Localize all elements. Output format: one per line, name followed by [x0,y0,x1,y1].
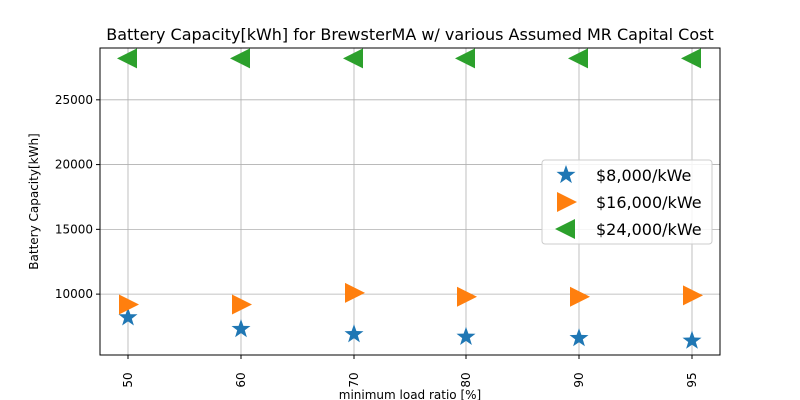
x-tick-label: 80 [459,372,473,387]
y-axis-label: Battery Capacity[kWh] [27,133,41,269]
data-point [570,286,590,307]
legend-label: $16,000/kWe [596,193,702,212]
data-point [117,48,137,69]
y-tick-label: 25000 [55,93,93,107]
chart-title: Battery Capacity[kWh] for BrewsterMA w/ … [106,25,714,44]
data-point [682,330,702,349]
x-tick-label: 70 [347,372,361,387]
data-point [119,294,139,315]
data-point [569,328,589,347]
legend-marker [555,219,575,239]
data-point [568,48,588,69]
data-point [456,326,476,345]
data-point [455,48,475,69]
legend-box [541,159,713,245]
y-tick-label: 15000 [55,222,93,236]
x-tick-label: 95 [685,372,699,387]
axis-ticks: 50 60 70 80 90 95 10000 15000 20000 25000 [55,93,699,388]
legend-marker [557,192,577,212]
x-tick-label: 50 [121,372,135,387]
plot-area [99,47,721,356]
data-point [231,319,251,338]
data-point [343,48,363,69]
legend: $8,000/kWe $16,000/kWe $24,000/kWe [541,159,713,245]
data-point [118,307,138,326]
x-tick-label: 60 [234,372,248,387]
data-marks [117,48,703,349]
data-point [681,48,701,69]
data-point [683,285,703,306]
y-tick-label: 10000 [55,287,93,301]
x-axis-label: minimum load ratio [%] [339,388,481,400]
data-point [457,286,477,307]
legend-marker [556,165,576,184]
data-point [230,48,250,69]
data-point [344,324,364,343]
y-tick-label: 20000 [55,158,93,172]
legend-label: $8,000/kWe [596,166,691,185]
legend-label: $24,000/kWe [596,220,702,239]
x-tick-label: 90 [572,372,586,387]
data-point [232,294,252,315]
data-point [345,282,365,303]
